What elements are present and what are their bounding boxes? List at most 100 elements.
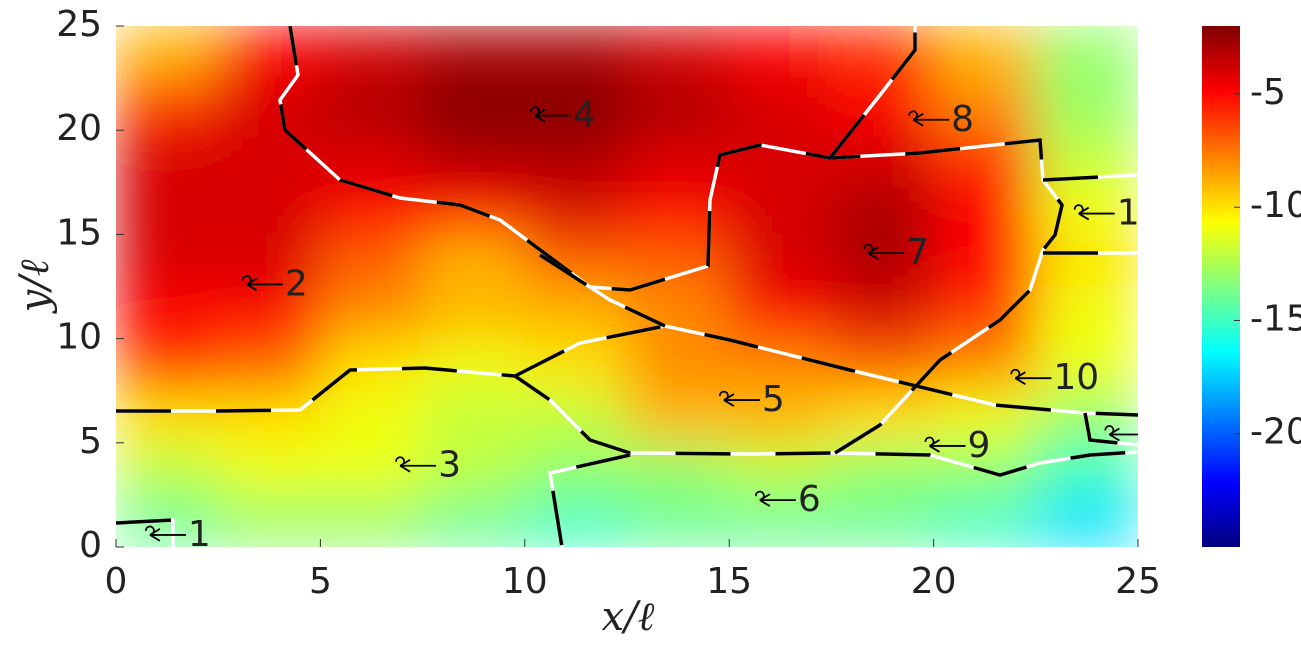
heat-cell — [217, 26, 321, 79]
heat-cell — [319, 233, 424, 287]
annotation: 9 — [924, 425, 990, 466]
heat-cell — [319, 494, 424, 547]
heat-cell — [116, 390, 219, 444]
heat-cell — [933, 390, 1037, 444]
heat-cell — [933, 494, 1037, 547]
colorbar-tick-label: -20 — [1250, 412, 1301, 453]
annotation-label: 3 — [438, 445, 461, 486]
heat-cell — [217, 442, 321, 496]
heat-cell — [728, 338, 832, 392]
heat-cell — [830, 390, 935, 444]
heat-cell — [728, 26, 832, 79]
heat-cell — [319, 26, 424, 79]
heat-cell — [626, 129, 730, 183]
heat-cell — [933, 233, 1037, 287]
x-tick-label: 25 — [1115, 561, 1161, 602]
y-tick-label: 5 — [79, 421, 102, 462]
annotation-label: 2 — [285, 263, 308, 304]
annotation-label: 1 — [188, 514, 211, 555]
annotation-arrow — [754, 490, 796, 507]
annotation-label: 4 — [573, 95, 596, 136]
heat-cell — [217, 129, 321, 183]
heat-cell — [217, 77, 321, 131]
heat-cell — [728, 181, 832, 235]
heat-cell — [422, 129, 526, 183]
heat-cell — [217, 338, 321, 392]
annotation: 12 — [1104, 413, 1193, 454]
annotation: 6 — [754, 479, 821, 520]
heat-cell — [217, 494, 321, 547]
heat-cell — [626, 494, 730, 547]
heat-cell — [524, 26, 628, 79]
heat-cell — [728, 286, 832, 340]
annotation-label: 11 — [1117, 193, 1163, 234]
heat-cell — [319, 390, 424, 444]
heat-cell — [1035, 129, 1138, 183]
x-tick-label: 0 — [105, 561, 128, 602]
heat-cell — [1035, 26, 1138, 79]
heat-cell — [728, 233, 832, 287]
annotation-arrow — [1010, 368, 1052, 385]
heat-cell — [933, 77, 1037, 131]
annotation-label: 12 — [1147, 413, 1193, 454]
annotation: 3 — [395, 445, 461, 486]
annotation-arrow — [863, 243, 905, 260]
y-tick-label: 20 — [56, 108, 102, 149]
annotation: 1 — [145, 514, 211, 555]
heat-cell — [1035, 286, 1138, 340]
heat-cell — [933, 26, 1037, 79]
heat-cell — [217, 286, 321, 340]
heatmap — [116, 26, 1138, 547]
y-tick-label: 0 — [79, 525, 102, 566]
heat-cell — [933, 129, 1037, 183]
heat-cell — [524, 181, 628, 235]
colorbar-tick-label: -10 — [1250, 185, 1301, 226]
y-tick-label: 15 — [56, 212, 102, 253]
annotation-arrow — [1073, 204, 1115, 221]
heat-cell — [830, 26, 935, 79]
x-tick-label: 10 — [502, 561, 548, 602]
heat-cell — [116, 442, 219, 496]
heat-cell — [319, 442, 424, 496]
x-tick-label: 20 — [911, 561, 957, 602]
heat-cell — [933, 338, 1037, 392]
heat-cell — [116, 233, 219, 287]
heat-cell — [524, 286, 628, 340]
heat-cell — [728, 77, 832, 131]
heat-cell — [116, 286, 219, 340]
heat-cell — [524, 390, 628, 444]
region-boundaries — [116, 26, 1138, 547]
heat-cell — [422, 494, 526, 547]
heat-cell — [116, 26, 219, 79]
x-tick-label: 5 — [309, 561, 332, 602]
colorbar — [1202, 26, 1240, 547]
heat-cell — [830, 181, 935, 235]
x-tick-label: 15 — [706, 561, 752, 602]
y-tick-label: 25 — [56, 4, 102, 45]
annotation-arrow — [1104, 425, 1138, 442]
heat-cell — [116, 338, 219, 392]
heat-cell — [728, 494, 832, 547]
annotation-arrow — [908, 110, 950, 127]
annotation-arrow — [241, 275, 283, 292]
heat-cell — [422, 442, 526, 496]
annotation-label: 10 — [1053, 357, 1099, 398]
heat-cell — [422, 338, 526, 392]
heat-cell — [422, 233, 526, 287]
heat-cell — [626, 390, 730, 444]
colorbar-tick-label: -5 — [1250, 72, 1286, 113]
annotation: 4 — [530, 95, 596, 136]
heat-cell — [728, 442, 832, 496]
y-tick-label: 10 — [56, 317, 102, 358]
heat-cell — [319, 286, 424, 340]
heat-cell — [626, 181, 730, 235]
heat-cell — [830, 494, 935, 547]
heat-cell — [626, 77, 730, 131]
annotation: 8 — [908, 99, 974, 140]
heat-cell — [217, 181, 321, 235]
heat-cell — [422, 77, 526, 131]
annotation-label: 5 — [762, 379, 785, 420]
heat-cell — [422, 390, 526, 444]
heat-cell — [728, 390, 832, 444]
